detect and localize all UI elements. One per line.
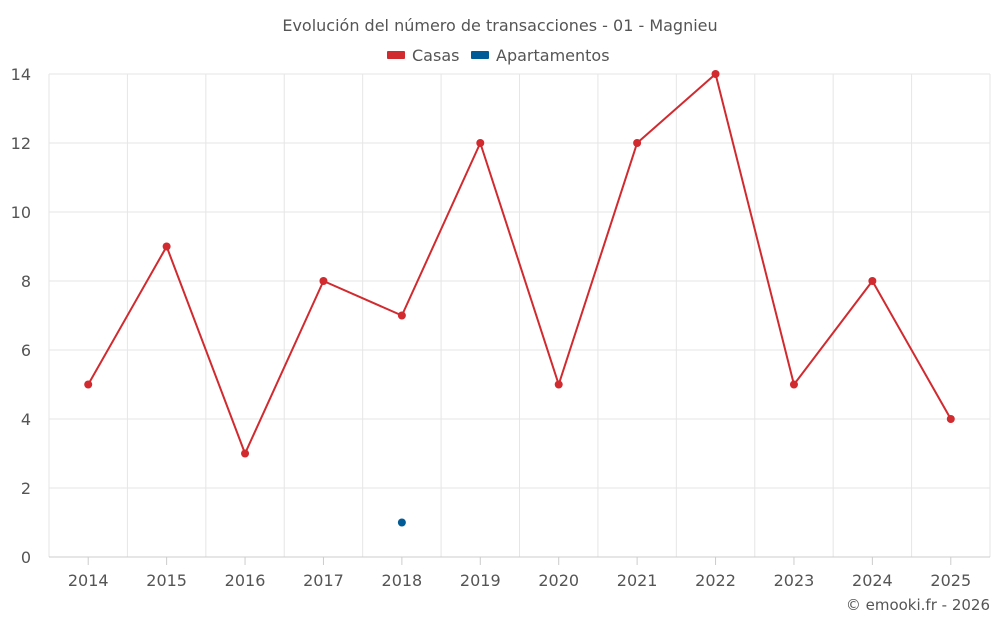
x-tick-label-2023: 2023 (774, 571, 815, 590)
x-tick-label-2020: 2020 (538, 571, 579, 590)
y-tick-label-8: 8 (21, 272, 31, 291)
y-tick-label-2: 2 (21, 479, 31, 498)
x-tick-label-2014: 2014 (68, 571, 109, 590)
grid (48, 73, 991, 557)
data-point-casas-2020[interactable] (554, 380, 563, 389)
x-tick-label-2024: 2024 (852, 571, 893, 590)
data-point-casas-2015[interactable] (162, 242, 171, 251)
y-tick-label-0: 0 (21, 548, 31, 567)
data-point-casas-2018[interactable] (397, 311, 406, 320)
y-tick-label-4: 4 (21, 410, 31, 429)
x-tick-label-2021: 2021 (617, 571, 658, 590)
chart-title: Evolución del número de transacciones - … (282, 16, 717, 35)
y-tick-label-14: 14 (11, 65, 31, 84)
legend-label-apartamentos[interactable]: Apartamentos (496, 46, 610, 65)
legend-label-casas[interactable]: Casas (412, 46, 459, 65)
x-tick-label-2022: 2022 (695, 571, 736, 590)
series-apartamentos (397, 518, 406, 527)
series (84, 70, 955, 527)
x-tick-label-2025: 2025 (930, 571, 971, 590)
data-point-casas-2016[interactable] (241, 449, 250, 458)
y-tick-label-10: 10 (11, 203, 31, 222)
x-tick-label-2019: 2019 (460, 571, 501, 590)
series-casas (84, 70, 955, 458)
series-line-casas (87, 73, 952, 455)
legend: Casas Apartamentos (387, 46, 610, 65)
x-tick-label-2016: 2016 (225, 571, 266, 590)
data-point-casas-2019[interactable] (476, 139, 485, 147)
credit-text: © emooki.fr - 2026 (846, 596, 990, 614)
data-point-casas-2017[interactable] (319, 277, 328, 285)
data-point-apartamentos-2018[interactable] (397, 518, 406, 527)
data-point-casas-2023[interactable] (789, 380, 798, 389)
legend-swatch-casas (387, 51, 405, 59)
y-tick-label-12: 12 (11, 134, 31, 153)
data-point-casas-2025[interactable] (946, 415, 955, 423)
data-point-casas-2022[interactable] (711, 70, 720, 78)
x-tick-label-2015: 2015 (146, 571, 187, 590)
x-tick-label-2018: 2018 (382, 571, 423, 590)
x-tick-label-2017: 2017 (303, 571, 344, 590)
data-point-casas-2024[interactable] (868, 277, 877, 285)
axes: 0 2 4 6 8 10 12 14 2014 2015 2016 2017 2018 2019 2020 2… (11, 65, 990, 590)
y-tick-label-6: 6 (21, 341, 31, 360)
legend-swatch-apartamentos (471, 51, 489, 59)
data-point-casas-2014[interactable] (84, 380, 93, 389)
data-point-casas-2021[interactable] (633, 139, 642, 147)
